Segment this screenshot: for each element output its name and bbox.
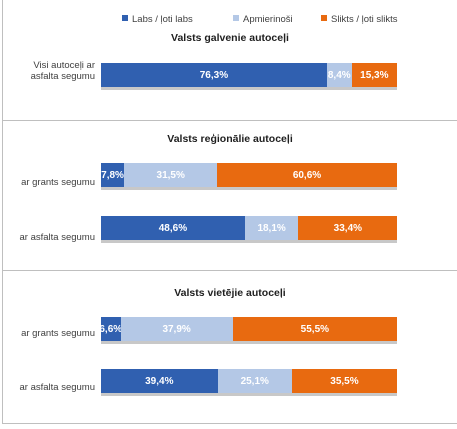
legend-swatch-slikts xyxy=(321,15,327,21)
data-label: 31,5% xyxy=(156,169,185,181)
panel-regionalie: Valsts reģionālie autoceļi ar grants seg… xyxy=(2,120,457,271)
row-label-regionalie-grants: ar grants segumu xyxy=(21,177,95,188)
data-label: 6,6% xyxy=(99,323,123,335)
bar-track: 6,6% 37,9% 55,5% xyxy=(99,317,397,344)
data-label: 48,6% xyxy=(158,222,188,234)
data-label: 18,1% xyxy=(257,222,286,234)
panel-title-regionalie: Valsts reģionālie autoceļi xyxy=(167,133,293,145)
bar-shadow xyxy=(101,87,397,90)
bar-segment-apmierinoss: 18,1% xyxy=(244,216,299,240)
legend-swatch-apmierinoss xyxy=(233,15,239,21)
bar-track: 39,4% 25,1% 35,5% xyxy=(101,369,397,396)
legend-item-labs: Labs / ļoti labs xyxy=(122,14,193,25)
bar-shadow xyxy=(101,187,397,190)
data-label: 33,4% xyxy=(333,222,363,234)
bar-segment-labs: 76,3% xyxy=(101,63,327,87)
data-label: 60,6% xyxy=(292,169,322,181)
panel-galvenie: Valsts galvenie autoceļi Visi autoceļi a… xyxy=(2,0,457,120)
row-label-visi: Visi autoceļi ar asfalta segumu xyxy=(30,60,95,82)
bar-segment-labs: 39,4% xyxy=(101,369,218,393)
bar-segment-slikts: 35,5% xyxy=(291,369,397,393)
data-label: 8,4% xyxy=(327,69,351,81)
bar-segment-labs: 7,8% xyxy=(101,163,125,187)
bar-shadow xyxy=(101,341,397,344)
data-label: 25,1% xyxy=(240,375,269,387)
legend-item-apmierinoss: Apmierinoši xyxy=(233,14,293,25)
bar-segment-labs: 48,6% xyxy=(101,216,245,240)
bar-segment-slikts: 33,4% xyxy=(298,216,398,240)
data-label: 39,4% xyxy=(145,375,174,387)
row-label-vietejie-grants: ar grants segumu xyxy=(21,328,95,339)
bar-track: 76,3% 8,4% 15,3% xyxy=(101,63,397,90)
bar-track: 48,6% 18,1% 33,4% xyxy=(101,216,398,243)
data-label: 35,5% xyxy=(330,375,359,387)
bar-track: 7,8% 31,5% 60,6% xyxy=(101,163,397,190)
data-label: 55,5% xyxy=(300,323,330,335)
panel-vietejie: Valsts vietējie autoceļi ar grants segum… xyxy=(2,270,457,424)
bar-segment-apmierinoss: 37,9% xyxy=(120,317,233,341)
legend-item-slikts: Slikts / ļoti slikts xyxy=(321,14,398,25)
legend: Labs / ļoti labs Apmierinoši Slikts / ļo… xyxy=(120,14,449,28)
legend-label-labs: Labs / ļoti labs xyxy=(132,14,193,25)
data-label: 15,3% xyxy=(360,69,389,81)
data-label: 76,3% xyxy=(199,69,229,81)
row-label-vietejie-asfalta: ar asfalta segumu xyxy=(19,382,95,393)
bar-segment-apmierinoss: 8,4% xyxy=(326,63,352,87)
bar-segment-slikts: 55,5% xyxy=(232,317,397,341)
bar-segment-slikts: 60,6% xyxy=(217,163,397,187)
bar-shadow xyxy=(101,393,397,396)
legend-label-slikts: Slikts / ļoti slikts xyxy=(331,14,398,25)
bar-shadow xyxy=(101,240,397,243)
legend-swatch-labs xyxy=(122,15,128,21)
panel-title-vietejie: Valsts vietējie autoceļi xyxy=(174,287,286,299)
legend-label-apmierinoss: Apmierinoši xyxy=(243,14,293,25)
bar-segment-apmierinoss: 25,1% xyxy=(217,369,292,393)
panel-title-galvenie: Valsts galvenie autoceļi xyxy=(171,32,289,44)
data-label: 37,9% xyxy=(162,323,191,335)
bar-segment-labs: 6,6% xyxy=(99,317,123,341)
data-label: 7,8% xyxy=(101,169,124,181)
row-label-regionalie-asfalta: ar asfalta segumu xyxy=(19,232,95,243)
bar-segment-apmierinoss: 31,5% xyxy=(124,163,218,187)
bar-segment-slikts: 15,3% xyxy=(351,63,397,87)
